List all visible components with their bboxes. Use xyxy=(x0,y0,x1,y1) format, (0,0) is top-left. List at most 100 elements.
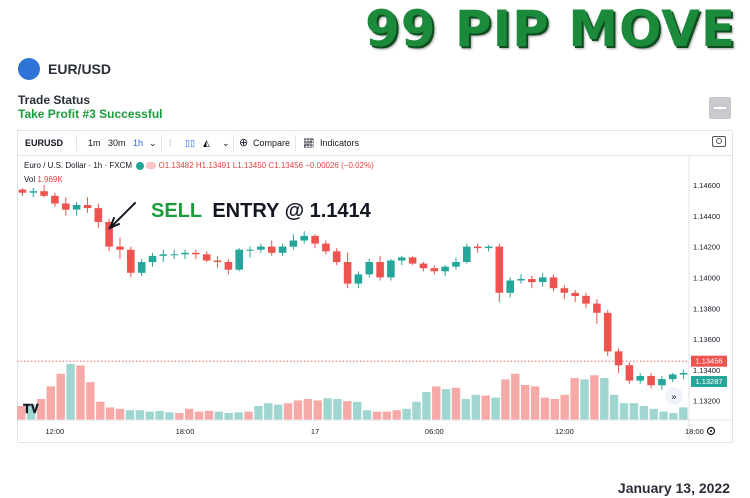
compare-button[interactable]: Compare xyxy=(253,138,291,148)
volume-bar xyxy=(560,394,569,420)
collapse-button[interactable] xyxy=(709,97,731,119)
legend-title: Euro / U.S. Dollar · 1h · FXCM xyxy=(24,161,133,170)
candle xyxy=(137,259,146,276)
x-tick-label: 12:00 xyxy=(555,427,574,436)
candle-body xyxy=(213,260,222,262)
candle-body xyxy=(603,312,612,352)
tradingview-logo: 𝐓𝐕 xyxy=(23,402,40,416)
candle xyxy=(354,271,363,289)
area-chart-icon[interactable]: ◭ xyxy=(203,138,210,148)
candle xyxy=(441,265,449,276)
volume-bar xyxy=(234,412,243,420)
volume-label: Vol xyxy=(24,175,36,184)
candle-body xyxy=(668,374,677,380)
volume-bar xyxy=(580,379,589,420)
candle xyxy=(235,248,243,272)
indicators-icon[interactable]: 📈︎ xyxy=(303,138,315,148)
volume-bar xyxy=(669,413,678,420)
candle xyxy=(473,243,482,253)
volume-bar xyxy=(86,382,95,420)
volume-bar xyxy=(105,407,115,420)
eye-icon[interactable] xyxy=(146,162,157,170)
indicators-button[interactable]: Indicators xyxy=(320,138,360,148)
volume-bar xyxy=(66,364,75,420)
candle-body xyxy=(408,257,417,264)
y-tick-label: 1.14400 xyxy=(693,212,720,221)
volume-bar xyxy=(461,399,471,420)
volume-bar xyxy=(679,407,688,420)
price-chart[interactable]: 1.14600 1.14400 1.14200 1.14000 1.13800 1.136… xyxy=(17,155,731,441)
candle xyxy=(289,234,298,250)
chevron-down-icon[interactable]: ⌄ xyxy=(222,138,230,148)
candle-body xyxy=(679,373,688,375)
candles-icon[interactable]: ▯▯ xyxy=(185,138,195,148)
candle xyxy=(170,249,178,259)
candle xyxy=(430,265,439,275)
candle xyxy=(202,251,211,262)
candle-body xyxy=(387,260,395,278)
interval-1h[interactable]: 1h xyxy=(133,138,144,148)
candle-body xyxy=(647,376,655,386)
x-tick-label: 12:00 xyxy=(46,427,65,436)
candle-body xyxy=(40,191,48,196)
candle-body xyxy=(365,262,374,275)
candle xyxy=(506,277,514,298)
volume-bar xyxy=(372,411,382,420)
candle xyxy=(668,373,677,383)
svg-text:𝐓𝐕: 𝐓𝐕 xyxy=(23,402,40,416)
candle xyxy=(549,274,558,292)
volume-bar xyxy=(530,386,540,420)
camera-icon[interactable] xyxy=(712,136,726,147)
volume-bar xyxy=(17,406,26,420)
candle xyxy=(29,188,38,198)
candle xyxy=(625,362,634,384)
candle xyxy=(603,309,612,356)
last-volume-label: 1.13287 xyxy=(695,377,722,386)
candle xyxy=(267,240,276,256)
volume-bar xyxy=(402,408,411,420)
volume-bar xyxy=(36,399,46,420)
candle-body xyxy=(116,246,124,250)
volume-bar xyxy=(333,399,342,420)
volume-bar xyxy=(224,413,233,420)
candle-body xyxy=(549,277,558,289)
chevron-down-icon[interactable]: ⌄ xyxy=(149,138,157,148)
interval-1m[interactable]: 1m xyxy=(88,138,101,148)
volume-bar xyxy=(471,394,480,420)
volume-bar xyxy=(590,375,599,420)
chart-widget[interactable]: EURUSD 1m 30m 1h ⌄ ⫶ ▯▯ ◭ ⌄ ⊕ Compare 📈︎… xyxy=(17,130,733,443)
candle-body xyxy=(289,240,298,247)
add-compare-icon[interactable]: ⊕ xyxy=(239,137,249,149)
interval-30m[interactable]: 30m xyxy=(108,138,126,148)
volume-bar xyxy=(432,386,441,420)
candle-body xyxy=(560,288,569,293)
candle-body xyxy=(430,268,439,272)
y-tick-label: 1.13800 xyxy=(693,304,720,313)
volume-bar xyxy=(155,410,164,420)
candle xyxy=(484,245,493,252)
volume-bar xyxy=(511,373,520,420)
volume-bar xyxy=(422,392,431,420)
volume-bar xyxy=(264,403,273,420)
candle xyxy=(365,259,374,278)
bar-style-icon[interactable]: ⫶ xyxy=(169,138,172,148)
scroll-right-button: » xyxy=(665,387,683,405)
x-tick-label: 18:00 xyxy=(176,427,195,436)
volume-bar xyxy=(491,397,500,420)
candle-body xyxy=(278,246,287,253)
candle-body xyxy=(267,246,276,253)
candle-body xyxy=(571,292,579,296)
candle xyxy=(463,243,471,264)
candle xyxy=(300,231,308,244)
volume-legend: Vol 1.969K xyxy=(24,175,63,184)
symbol-selector[interactable]: EURUSD xyxy=(25,138,64,148)
candle xyxy=(538,272,547,287)
svg-text:»: » xyxy=(671,392,676,402)
candle-body xyxy=(127,249,135,273)
candle xyxy=(257,243,265,253)
candle xyxy=(51,192,59,207)
candle xyxy=(105,218,113,252)
candle-body xyxy=(137,262,146,273)
candle-body xyxy=(463,246,471,262)
candle-body xyxy=(343,262,352,284)
